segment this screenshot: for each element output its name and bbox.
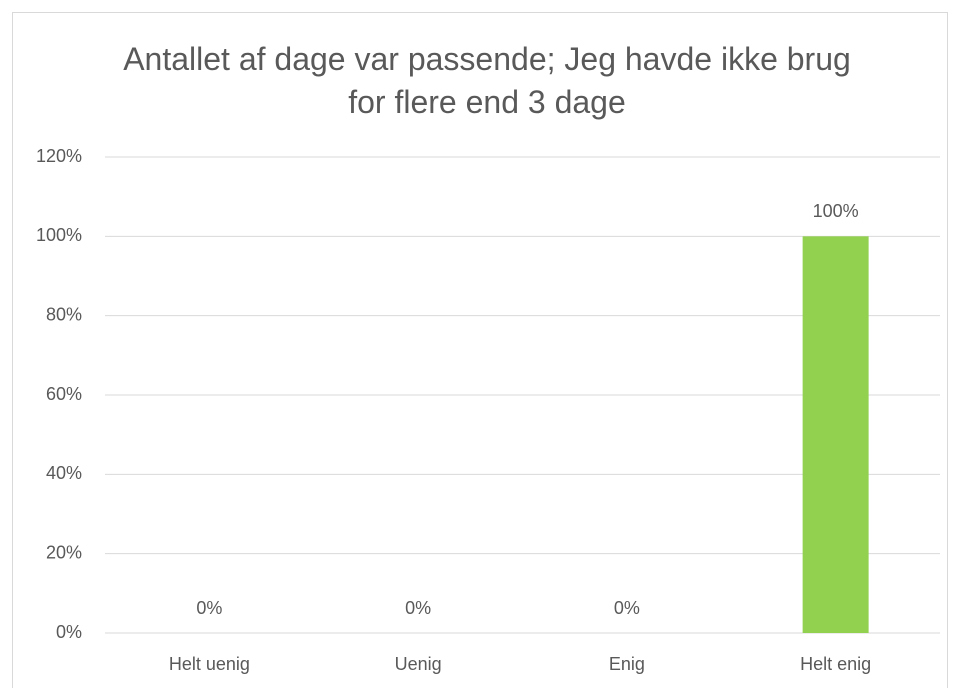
y-tick-label: 0%	[56, 622, 82, 642]
y-tick-label: 60%	[46, 384, 82, 404]
chart-title: Antallet af dage var passende; Jeg havde…	[123, 41, 851, 120]
x-tick-label: Uenig	[395, 654, 442, 674]
data-label: 100%	[813, 201, 859, 221]
x-tick-label: Enig	[609, 654, 645, 674]
chart-border	[12, 12, 948, 688]
data-label: 0%	[196, 598, 222, 618]
y-tick-label: 100%	[36, 225, 82, 245]
y-tick-label: 40%	[46, 463, 82, 483]
x-tick-label: Helt enig	[800, 654, 871, 674]
data-label: 0%	[405, 598, 431, 618]
bar	[802, 236, 869, 634]
data-label: 0%	[614, 598, 640, 618]
y-tick-label: 120%	[36, 146, 82, 166]
x-tick-label: Helt uenig	[169, 654, 250, 674]
y-tick-label: 20%	[46, 542, 82, 562]
y-tick-label: 80%	[46, 304, 82, 324]
